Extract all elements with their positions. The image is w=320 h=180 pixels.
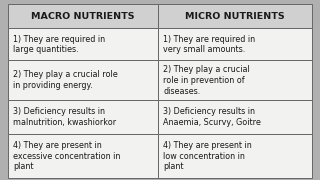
Bar: [158, 4, 312, 28]
Text: 2) They play a crucial role
in providing energy.: 2) They play a crucial role in providing…: [13, 71, 117, 90]
Text: 1) They are required in
very small amounts.: 1) They are required in very small amoun…: [163, 35, 255, 54]
Text: 3) Deficiency results in
Anaemia, Scurvy, Goitre: 3) Deficiency results in Anaemia, Scurvy…: [163, 107, 261, 127]
Bar: [158, 100, 312, 134]
Text: 2) They play a crucial
role in prevention of
diseases.: 2) They play a crucial role in preventio…: [163, 65, 250, 96]
Bar: [158, 28, 312, 60]
Text: 4) They are present in
low concentration in
plant: 4) They are present in low concentration…: [163, 141, 252, 172]
Bar: [8, 28, 158, 60]
Bar: [8, 100, 158, 134]
Bar: [158, 134, 312, 178]
Text: 3) Deficiency results in
malnutrition, kwashiorkor: 3) Deficiency results in malnutrition, k…: [13, 107, 116, 127]
Bar: [8, 60, 158, 100]
Text: 4) They are present in
excessive concentration in
plant: 4) They are present in excessive concent…: [13, 141, 120, 172]
Bar: [8, 4, 158, 28]
Bar: [158, 60, 312, 100]
Bar: [8, 134, 158, 178]
Text: MACRO NUTRIENTS: MACRO NUTRIENTS: [31, 12, 135, 21]
Text: 1) They are required in
large quantities.: 1) They are required in large quantities…: [13, 35, 105, 54]
Text: MICRO NUTRIENTS: MICRO NUTRIENTS: [185, 12, 285, 21]
